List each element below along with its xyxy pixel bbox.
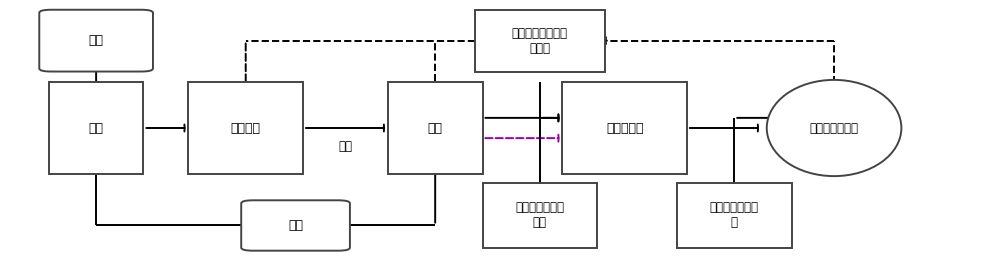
- FancyBboxPatch shape: [241, 200, 350, 251]
- Text: 前期发酵: 前期发酵: [231, 122, 261, 134]
- Text: 移种: 移种: [338, 141, 352, 154]
- FancyBboxPatch shape: [49, 82, 143, 174]
- FancyBboxPatch shape: [188, 82, 303, 174]
- Text: 接种: 接种: [89, 34, 104, 47]
- Text: 不同条件的培养: 不同条件的培养: [810, 122, 859, 134]
- Text: 改变某一关键因
素: 改变某一关键因 素: [710, 201, 759, 229]
- Text: 子罐: 子罐: [428, 122, 443, 134]
- Text: 调节子罐的操作
参数: 调节子罐的操作 参数: [515, 201, 564, 229]
- Text: 灭菌: 灭菌: [288, 219, 303, 232]
- Text: 一致性培养: 一致性培养: [606, 122, 643, 134]
- FancyBboxPatch shape: [475, 10, 605, 72]
- Text: 获得菌体的宏观代
谢曲线: 获得菌体的宏观代 谢曲线: [512, 27, 568, 55]
- Ellipse shape: [767, 80, 901, 176]
- FancyBboxPatch shape: [483, 183, 597, 248]
- FancyBboxPatch shape: [388, 82, 483, 174]
- Text: 母罐: 母罐: [89, 122, 104, 134]
- FancyBboxPatch shape: [562, 82, 687, 174]
- FancyBboxPatch shape: [39, 10, 153, 71]
- FancyBboxPatch shape: [677, 183, 792, 248]
